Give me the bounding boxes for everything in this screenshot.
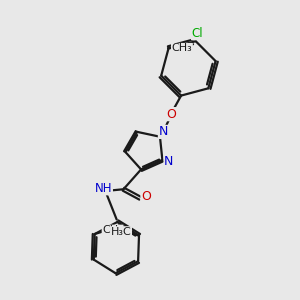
Text: N: N	[164, 155, 173, 168]
Text: CH₃: CH₃	[172, 44, 192, 53]
Text: O: O	[166, 108, 176, 121]
Text: N: N	[158, 125, 168, 138]
Text: CH₃: CH₃	[102, 225, 123, 235]
Text: NH: NH	[95, 182, 112, 195]
Text: Cl: Cl	[191, 27, 203, 40]
Text: H₃C: H₃C	[111, 227, 131, 237]
Text: O: O	[141, 190, 151, 203]
